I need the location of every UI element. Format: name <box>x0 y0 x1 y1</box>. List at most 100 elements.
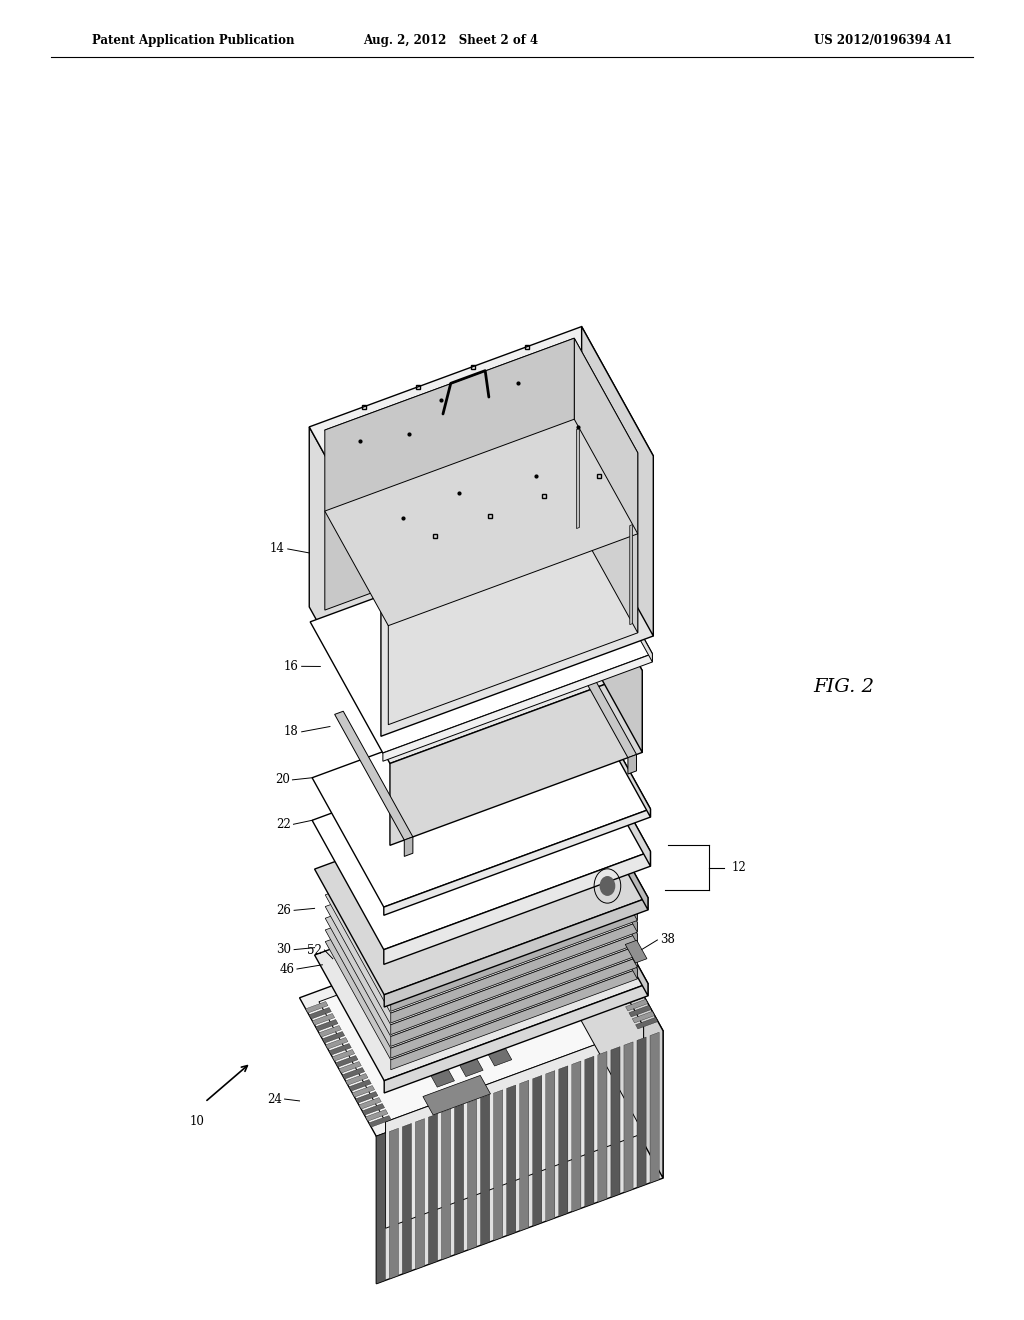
Polygon shape <box>532 1076 542 1226</box>
Polygon shape <box>390 671 642 845</box>
Polygon shape <box>580 523 652 663</box>
Polygon shape <box>416 1118 425 1270</box>
Polygon shape <box>391 923 637 1023</box>
Polygon shape <box>384 898 648 1007</box>
Polygon shape <box>309 326 653 556</box>
Polygon shape <box>571 851 637 979</box>
Polygon shape <box>589 933 611 945</box>
Polygon shape <box>441 1109 451 1259</box>
Polygon shape <box>312 680 650 907</box>
Polygon shape <box>605 964 628 975</box>
Polygon shape <box>321 545 642 763</box>
Polygon shape <box>559 1065 568 1217</box>
Polygon shape <box>602 957 625 969</box>
Text: 30: 30 <box>276 942 292 956</box>
Polygon shape <box>299 892 664 1137</box>
Polygon shape <box>385 1027 643 1228</box>
Polygon shape <box>592 940 614 950</box>
Polygon shape <box>624 1041 633 1192</box>
Text: Aug. 2, 2012   Sheet 2 of 4: Aug. 2, 2012 Sheet 2 of 4 <box>362 34 539 48</box>
Polygon shape <box>342 1068 365 1080</box>
Polygon shape <box>494 1090 503 1241</box>
Polygon shape <box>607 569 622 652</box>
Polygon shape <box>319 907 643 1122</box>
Polygon shape <box>632 1011 654 1023</box>
Polygon shape <box>609 969 631 981</box>
Polygon shape <box>630 524 633 624</box>
Text: 24: 24 <box>267 1093 282 1106</box>
Text: 14: 14 <box>270 543 285 556</box>
Polygon shape <box>326 804 637 1014</box>
Polygon shape <box>571 816 637 944</box>
Polygon shape <box>626 999 648 1011</box>
Polygon shape <box>628 755 637 774</box>
Polygon shape <box>345 1073 368 1085</box>
Polygon shape <box>362 1104 385 1115</box>
Polygon shape <box>618 987 641 999</box>
Polygon shape <box>587 594 622 664</box>
Polygon shape <box>376 1133 385 1283</box>
Polygon shape <box>391 969 637 1069</box>
Polygon shape <box>583 921 604 933</box>
Text: 10: 10 <box>189 1115 204 1129</box>
Polygon shape <box>579 680 650 817</box>
Polygon shape <box>326 1038 348 1049</box>
Polygon shape <box>579 772 648 909</box>
Polygon shape <box>586 927 608 939</box>
Text: 38: 38 <box>660 933 675 946</box>
Polygon shape <box>391 957 637 1059</box>
Polygon shape <box>314 858 648 1081</box>
Polygon shape <box>599 952 622 962</box>
Polygon shape <box>358 1097 381 1109</box>
Polygon shape <box>318 1026 341 1038</box>
Polygon shape <box>629 1006 651 1016</box>
Polygon shape <box>459 1057 483 1077</box>
Polygon shape <box>430 1068 455 1088</box>
Polygon shape <box>575 909 598 921</box>
Polygon shape <box>571 780 637 908</box>
Polygon shape <box>428 1114 437 1265</box>
Polygon shape <box>312 1014 335 1026</box>
Polygon shape <box>582 326 653 636</box>
Text: US 2012/0196394 A1: US 2012/0196394 A1 <box>814 34 952 48</box>
Polygon shape <box>612 975 635 987</box>
Polygon shape <box>626 940 647 964</box>
Polygon shape <box>349 1080 372 1092</box>
Polygon shape <box>468 1100 476 1250</box>
Polygon shape <box>309 426 381 737</box>
Polygon shape <box>388 453 638 725</box>
Polygon shape <box>579 722 650 866</box>
Polygon shape <box>598 1052 607 1203</box>
Text: 12: 12 <box>732 861 746 874</box>
Polygon shape <box>381 455 653 737</box>
Polygon shape <box>572 545 642 752</box>
Polygon shape <box>391 935 637 1035</box>
Polygon shape <box>326 828 637 1036</box>
Polygon shape <box>636 1018 657 1030</box>
Polygon shape <box>571 804 637 932</box>
Polygon shape <box>571 1061 581 1212</box>
Polygon shape <box>369 1115 391 1127</box>
Polygon shape <box>404 837 413 857</box>
Polygon shape <box>376 1031 664 1283</box>
Polygon shape <box>558 628 637 758</box>
Polygon shape <box>391 899 637 999</box>
Polygon shape <box>352 1085 375 1097</box>
Polygon shape <box>389 1129 398 1279</box>
Polygon shape <box>339 1061 361 1073</box>
Polygon shape <box>384 983 648 1093</box>
Text: 46: 46 <box>280 962 294 975</box>
Polygon shape <box>384 851 650 965</box>
Text: 16: 16 <box>284 660 299 673</box>
Polygon shape <box>355 1092 378 1104</box>
Polygon shape <box>366 1110 388 1121</box>
Polygon shape <box>325 338 638 545</box>
Polygon shape <box>586 775 624 807</box>
Polygon shape <box>578 907 643 1133</box>
Polygon shape <box>326 780 637 990</box>
Polygon shape <box>326 840 637 1048</box>
Polygon shape <box>585 1056 594 1206</box>
Polygon shape <box>637 1038 646 1188</box>
Text: 18: 18 <box>284 725 299 738</box>
Polygon shape <box>519 1080 528 1230</box>
